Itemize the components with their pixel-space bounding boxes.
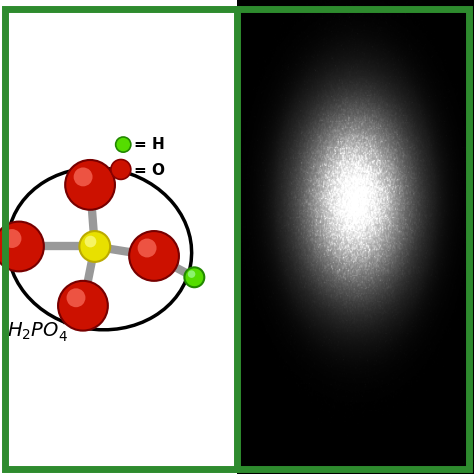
Circle shape [129, 231, 179, 281]
Circle shape [80, 231, 110, 262]
Circle shape [2, 229, 21, 248]
Text: = O: = O [134, 163, 165, 178]
Circle shape [73, 167, 92, 186]
Text: $H_2PO_4^-$: $H_2PO_4^-$ [7, 320, 74, 344]
Circle shape [184, 267, 204, 287]
Circle shape [137, 238, 156, 257]
Circle shape [116, 137, 131, 152]
Circle shape [58, 281, 108, 331]
Circle shape [66, 288, 85, 307]
Circle shape [111, 159, 131, 180]
Circle shape [65, 160, 115, 210]
Circle shape [0, 222, 44, 271]
Circle shape [188, 270, 195, 278]
Text: = H: = H [134, 137, 164, 152]
Circle shape [85, 236, 96, 247]
